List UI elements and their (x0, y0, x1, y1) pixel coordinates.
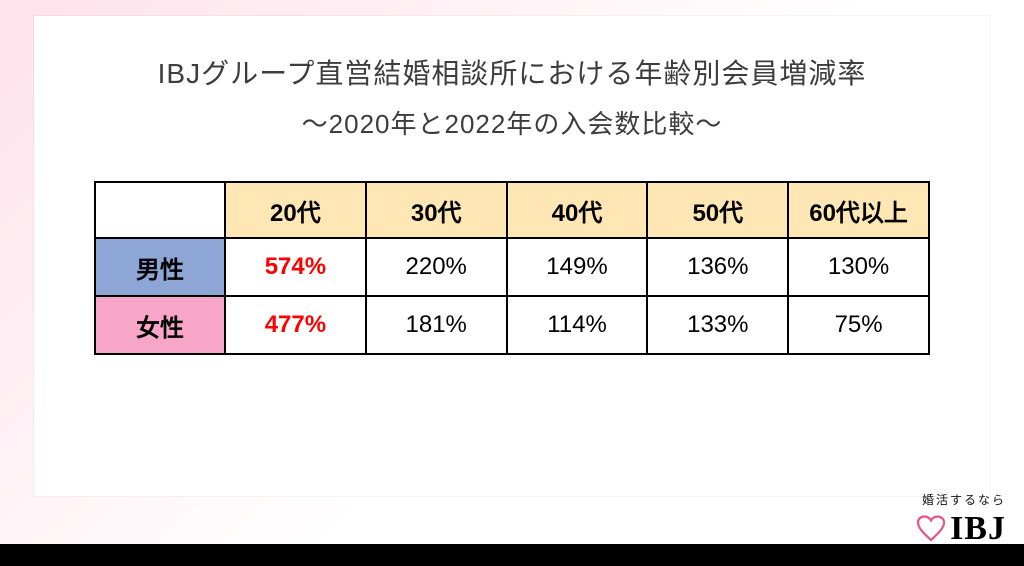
data-table: 20代30代40代50代60代以上 男性574%220%149%136%130%… (94, 181, 930, 355)
column-header: 30代 (366, 182, 507, 238)
title-line-1: IBJグループ直営結婚相談所における年齢別会員増減率 (34, 52, 990, 92)
column-header: 50代 (647, 182, 788, 238)
logo-row: IBJ (916, 510, 1006, 548)
table-cell: 181% (366, 296, 507, 354)
table-cell: 149% (507, 238, 648, 296)
table-cell: 114% (507, 296, 648, 354)
heart-icon (916, 515, 946, 543)
table-corner-cell (95, 182, 225, 238)
column-header: 20代 (225, 182, 366, 238)
row-label: 女性 (95, 296, 225, 354)
table-cell: 75% (788, 296, 929, 354)
table-body: 男性574%220%149%136%130%女性477%181%114%133%… (95, 238, 929, 354)
column-header: 60代以上 (788, 182, 929, 238)
title-line-2: ～2020年と2022年の入会数比較～ (34, 104, 990, 141)
table-row: 女性477%181%114%133%75% (95, 296, 929, 354)
logo-block: 婚活するなら IBJ (916, 491, 1006, 548)
column-header: 40代 (507, 182, 648, 238)
logo-tagline: 婚活するなら (916, 491, 1006, 508)
table-cell: 133% (647, 296, 788, 354)
table-head: 20代30代40代50代60代以上 (95, 182, 929, 238)
bottom-strip (0, 544, 1024, 566)
table-cell: 574% (225, 238, 366, 296)
heart-path (918, 517, 944, 541)
row-label: 男性 (95, 238, 225, 296)
table-container: 20代30代40代50代60代以上 男性574%220%149%136%130%… (34, 141, 990, 355)
table-cell: 136% (647, 238, 788, 296)
table-cell: 477% (225, 296, 366, 354)
table-cell: 220% (366, 238, 507, 296)
table-row: 男性574%220%149%136%130% (95, 238, 929, 296)
table-cell: 130% (788, 238, 929, 296)
title-block: IBJグループ直営結婚相談所における年齢別会員増減率 ～2020年と2022年の… (34, 16, 990, 141)
logo-text: IBJ (950, 510, 1006, 548)
content-panel: IBJグループ直営結婚相談所における年齢別会員増減率 ～2020年と2022年の… (34, 16, 990, 496)
page-background: IBJグループ直営結婚相談所における年齢別会員増減率 ～2020年と2022年の… (0, 0, 1024, 566)
table-header-row: 20代30代40代50代60代以上 (95, 182, 929, 238)
